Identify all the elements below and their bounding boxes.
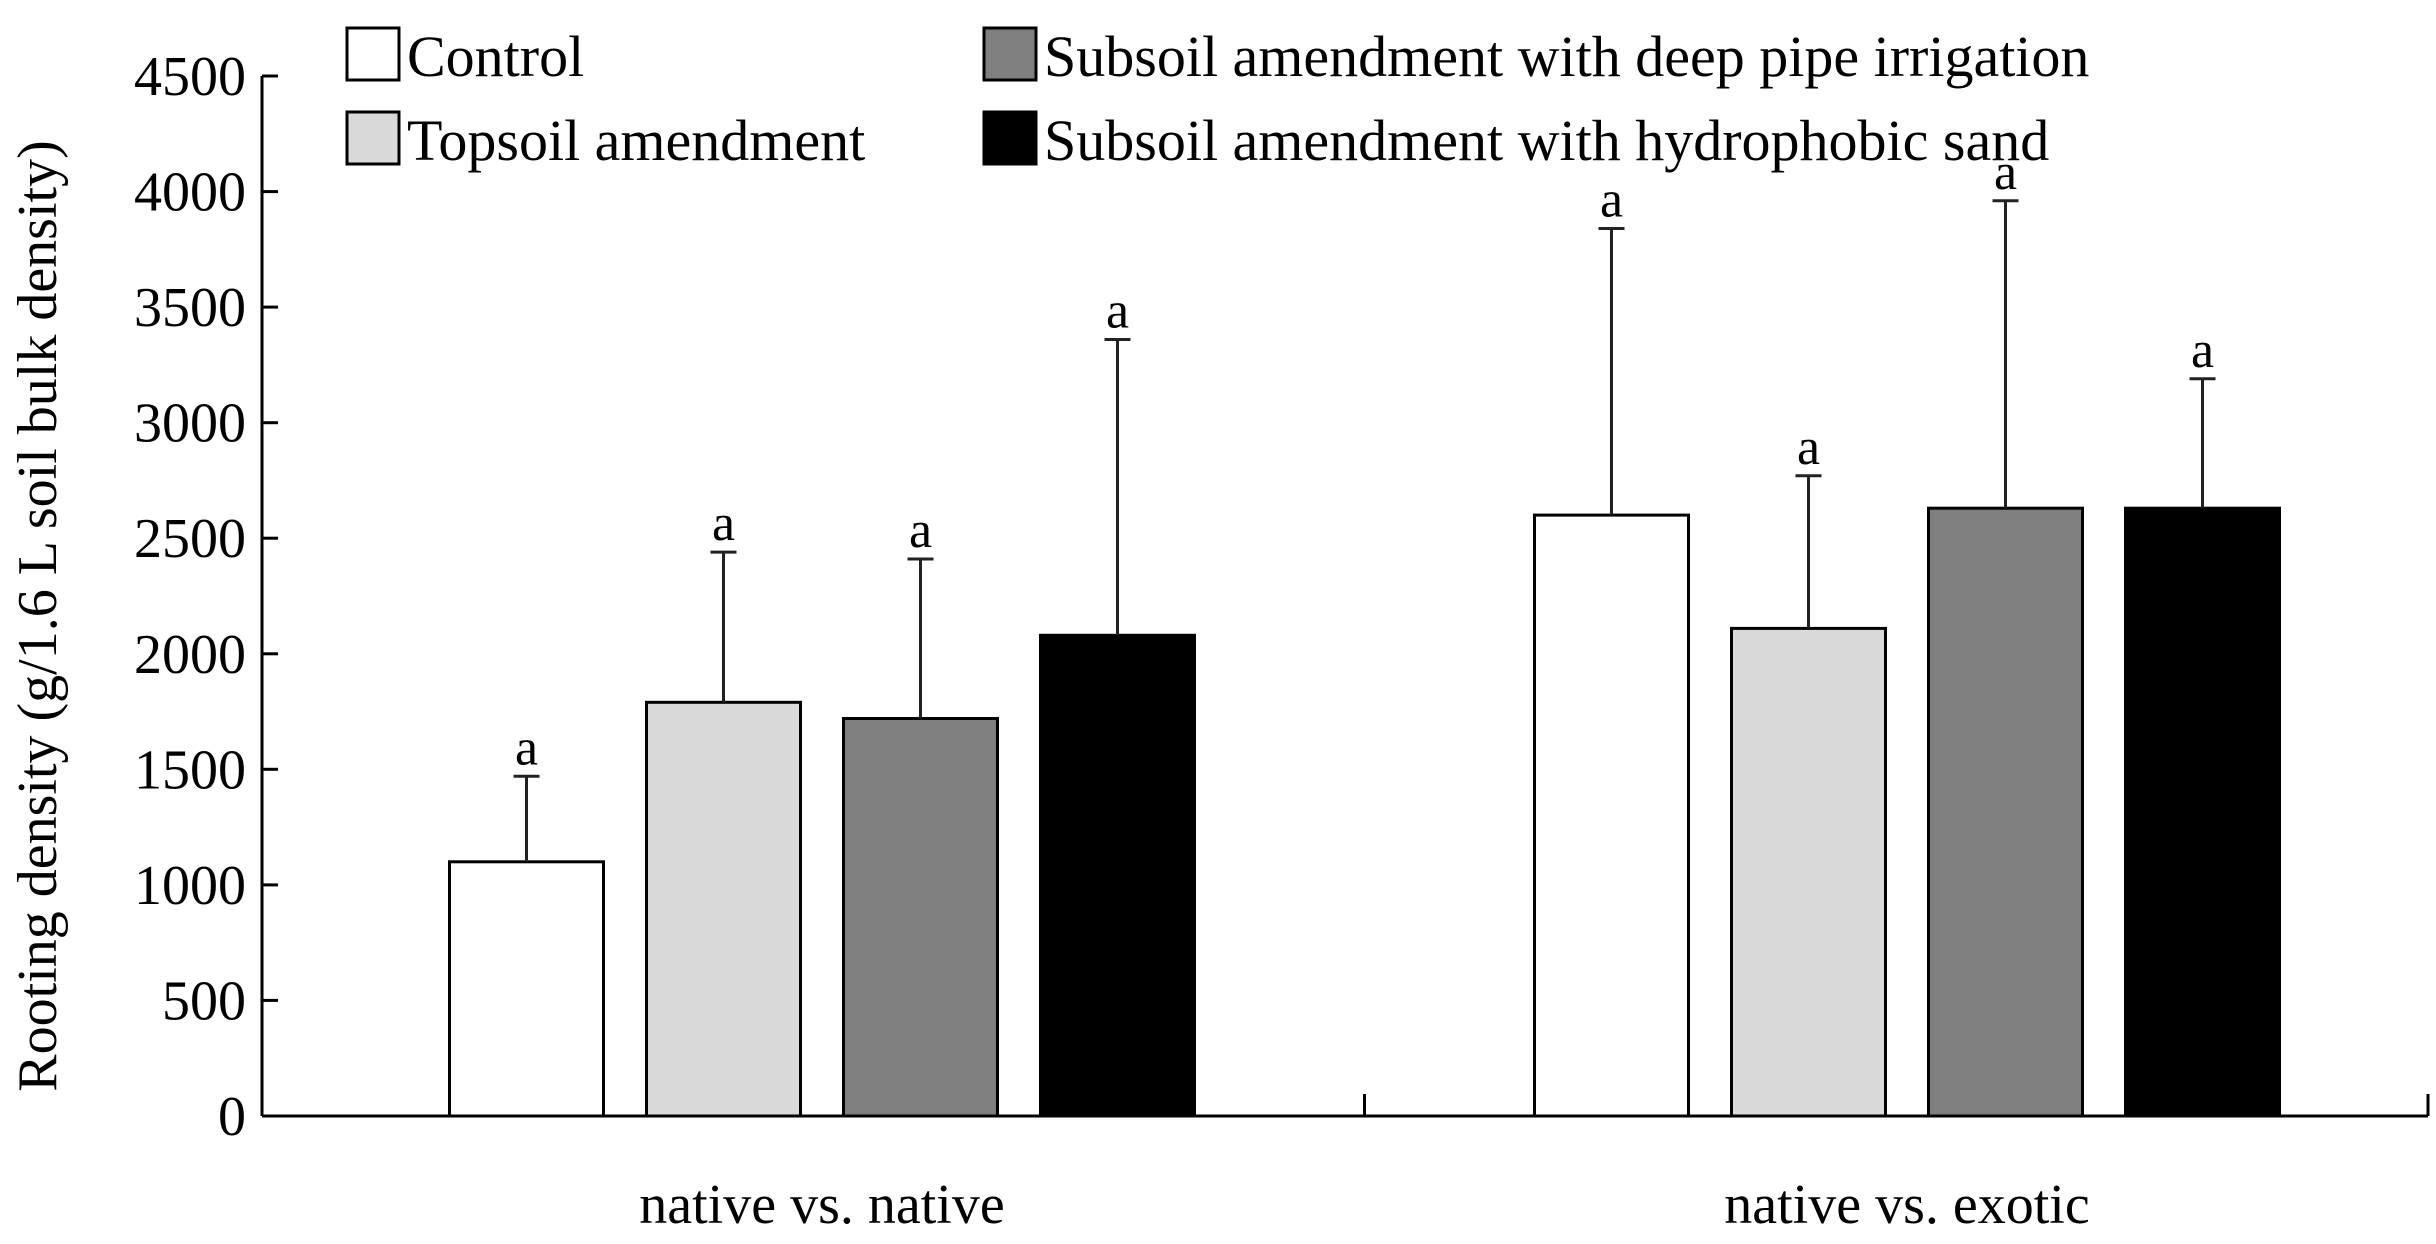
legend: Control Topsoil amendment Subsoil amendmen… [345,24,2089,173]
bar [1039,633,1196,1118]
bar [2124,506,2281,1118]
bar [1730,626,1887,1118]
y-tick-label: 2500 [134,508,246,570]
significance-label: a [1994,144,2017,201]
error-bars-layer [513,199,2216,862]
significance-label: a [909,502,932,559]
bar [1533,513,1690,1118]
significance-label: a [1797,419,1820,476]
legend-item: Subsoil amendment with deep pipe irrigat… [982,24,2089,89]
bars-layer [448,506,2281,1118]
y-axis-title: Rooting density (g/1.6 L soil bulk densi… [7,140,69,1091]
legend-swatch [345,110,401,166]
legend-swatch [345,26,401,82]
x-tick-label: native vs. native [639,1174,1004,1236]
y-tick-label: 4000 [134,162,246,224]
legend-item: Topsoil amendment [345,108,865,173]
bar [448,860,605,1118]
y-tick-label: 0 [218,1086,246,1148]
legend-label: Topsoil amendment [407,108,865,173]
legend-label: Control [407,24,584,89]
significance-label: a [515,719,538,776]
legend-label: Subsoil amendment with deep pipe irrigat… [1044,24,2089,89]
y-tick-label: 3000 [134,393,246,455]
bar [1927,506,2084,1118]
y-tick-label: 2000 [134,624,246,686]
legend-label: Subsoil amendment with hydrophobic sand [1044,108,2049,173]
bar [842,717,999,1118]
legend-swatch [982,26,1038,82]
legend-item: Control [345,24,584,89]
legend-item: Subsoil amendment with hydrophobic sand [982,108,2049,173]
x-tick-label: native vs. exotic [1724,1174,2089,1236]
legend-swatch [982,110,1038,166]
labels-layer: a a a a native vs. native a a a a native vs. exot… [515,144,2214,1236]
significance-label: a [712,495,735,552]
significance-label: a [1600,172,1623,229]
significance-label: a [2191,322,2214,379]
y-tick-label: 500 [162,970,246,1032]
axes-layer: 0 500 1000 1500 2000 2500 3000 3500 4000 4500 Root… [7,46,2430,1148]
y-tick-label: 1000 [134,855,246,917]
y-tick-label: 4500 [134,46,246,108]
significance-label: a [1106,283,1129,340]
bar [645,700,802,1118]
y-tick-label: 1500 [134,739,246,801]
y-tick-label: 3500 [134,277,246,339]
